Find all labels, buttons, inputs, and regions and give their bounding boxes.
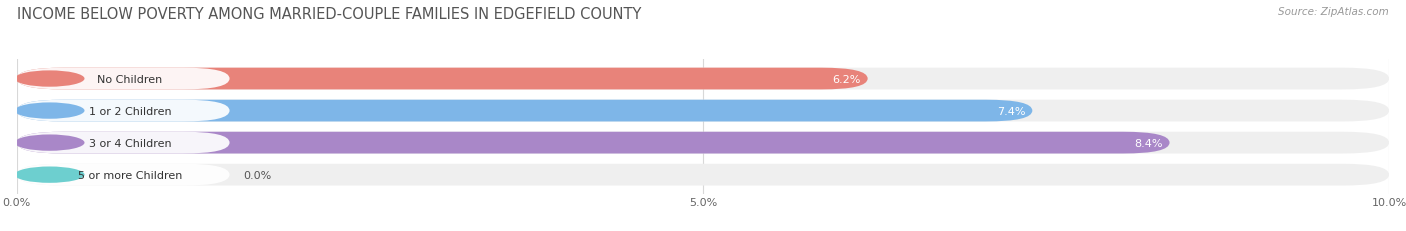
Text: 1 or 2 Children: 1 or 2 Children [89, 106, 172, 116]
FancyBboxPatch shape [17, 100, 229, 122]
FancyBboxPatch shape [17, 132, 1389, 154]
FancyBboxPatch shape [17, 132, 1170, 154]
FancyBboxPatch shape [17, 100, 1389, 122]
FancyBboxPatch shape [17, 100, 1032, 122]
Text: No Children: No Children [97, 74, 163, 84]
Text: 6.2%: 6.2% [832, 74, 860, 84]
Circle shape [14, 167, 84, 183]
FancyBboxPatch shape [17, 132, 229, 154]
Text: 7.4%: 7.4% [997, 106, 1025, 116]
Text: 3 or 4 Children: 3 or 4 Children [89, 138, 172, 148]
Text: 5 or more Children: 5 or more Children [77, 170, 183, 180]
Circle shape [14, 135, 84, 151]
FancyBboxPatch shape [17, 68, 1389, 90]
FancyBboxPatch shape [17, 164, 229, 186]
FancyBboxPatch shape [17, 68, 229, 90]
FancyBboxPatch shape [17, 164, 1389, 186]
Circle shape [14, 103, 84, 119]
Text: INCOME BELOW POVERTY AMONG MARRIED-COUPLE FAMILIES IN EDGEFIELD COUNTY: INCOME BELOW POVERTY AMONG MARRIED-COUPL… [17, 7, 641, 22]
FancyBboxPatch shape [17, 68, 868, 90]
Text: Source: ZipAtlas.com: Source: ZipAtlas.com [1278, 7, 1389, 17]
Text: 8.4%: 8.4% [1135, 138, 1163, 148]
Circle shape [14, 71, 84, 87]
Text: 0.0%: 0.0% [243, 170, 271, 180]
